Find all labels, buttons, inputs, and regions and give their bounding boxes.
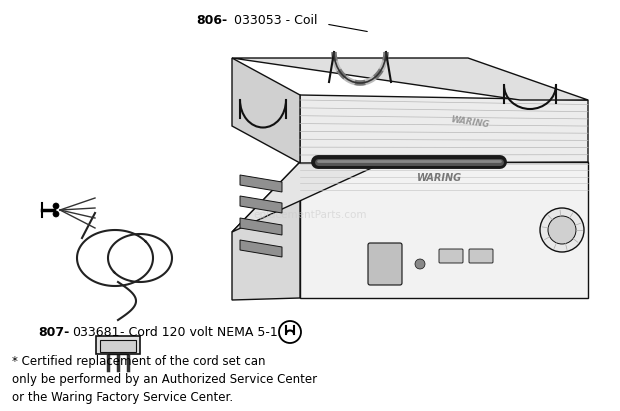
Polygon shape: [300, 95, 588, 163]
Polygon shape: [240, 218, 282, 235]
Text: WARING: WARING: [417, 173, 463, 183]
Polygon shape: [300, 162, 588, 298]
Polygon shape: [240, 240, 282, 257]
Circle shape: [53, 211, 59, 217]
Text: 807-: 807-: [38, 326, 69, 339]
Polygon shape: [240, 175, 282, 192]
Text: * Certified replacement of the cord set can: * Certified replacement of the cord set …: [12, 355, 265, 368]
Text: or the Waring Factory Service Center.: or the Waring Factory Service Center.: [12, 391, 233, 404]
Text: WARING: WARING: [450, 115, 490, 129]
Polygon shape: [100, 340, 136, 352]
Circle shape: [548, 216, 576, 244]
Text: 033053 - Coil: 033053 - Coil: [230, 14, 317, 27]
Text: only be performed by an Authorized Service Center: only be performed by an Authorized Servi…: [12, 373, 317, 386]
Circle shape: [279, 321, 301, 343]
Text: eplacementParts.com: eplacementParts.com: [253, 210, 367, 220]
Circle shape: [415, 259, 425, 269]
Polygon shape: [232, 58, 588, 100]
Polygon shape: [232, 162, 300, 300]
FancyBboxPatch shape: [439, 249, 463, 263]
Polygon shape: [96, 336, 140, 354]
Text: 033681: 033681: [72, 326, 120, 339]
Text: - Cord 120 volt NEMA 5-15: - Cord 120 volt NEMA 5-15: [116, 326, 286, 339]
FancyBboxPatch shape: [469, 249, 493, 263]
Circle shape: [53, 203, 59, 209]
Polygon shape: [240, 196, 282, 213]
Polygon shape: [232, 58, 300, 163]
Circle shape: [540, 208, 584, 252]
FancyBboxPatch shape: [368, 243, 402, 285]
Text: 806-: 806-: [196, 14, 227, 27]
Polygon shape: [232, 100, 588, 232]
